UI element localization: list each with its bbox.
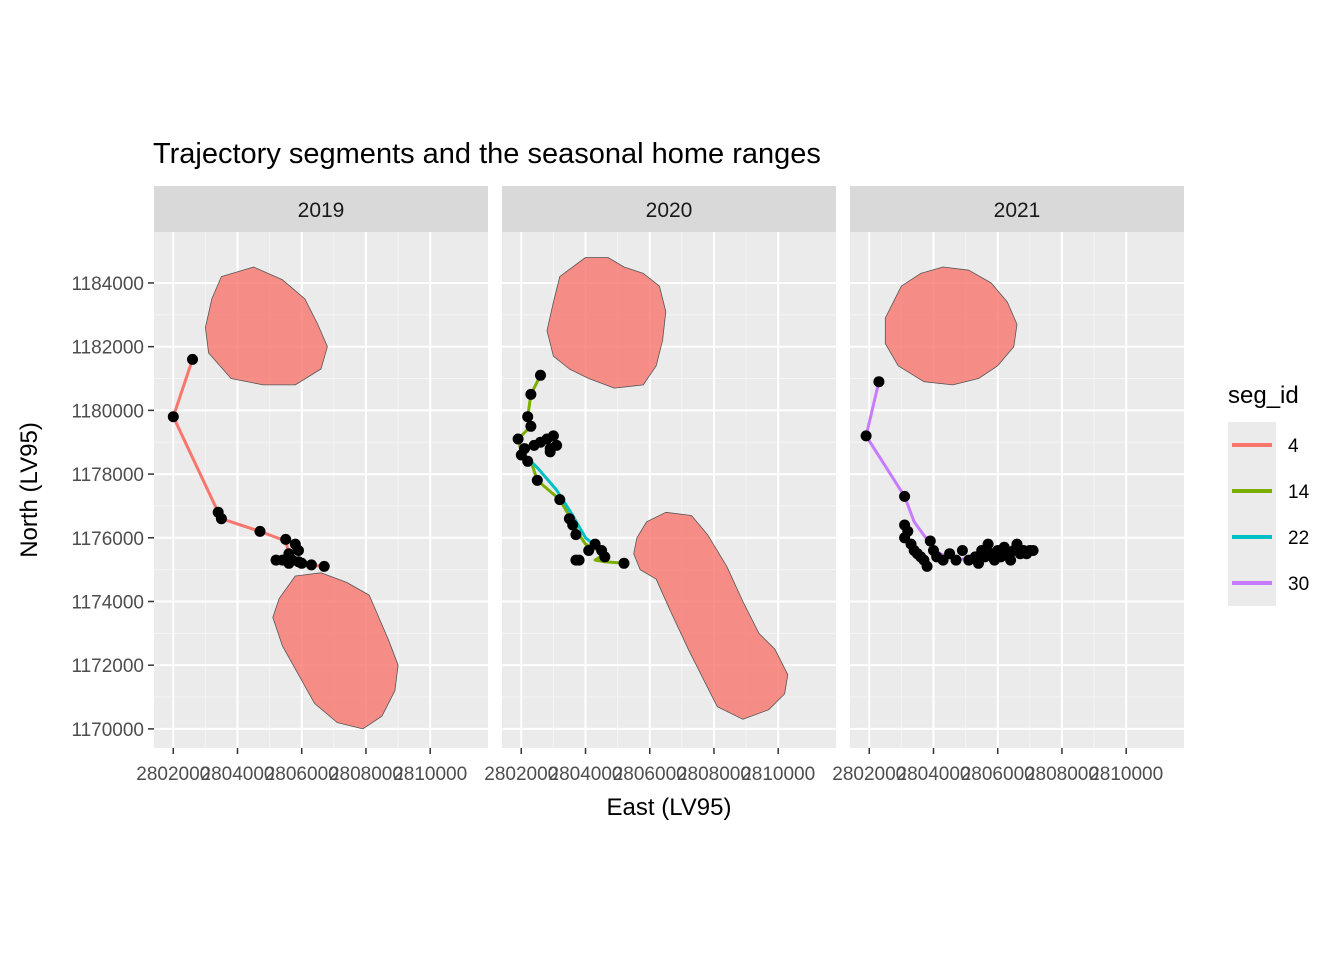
trajectory-point <box>525 420 537 432</box>
trajectory-point <box>860 430 872 442</box>
legend: seg_id 4 14 22 30 <box>1228 382 1310 606</box>
legend-items: 4 14 22 30 <box>1228 422 1310 606</box>
x-tick-label: 2802000 <box>136 764 210 785</box>
trajectory-point <box>187 353 198 365</box>
trajectory-point <box>1005 554 1017 566</box>
trajectory-point <box>570 554 582 566</box>
trajectory-point <box>950 554 962 566</box>
trajectory-point <box>280 533 292 545</box>
y-tick-label: 1174000 <box>71 592 144 613</box>
trajectory-point <box>296 557 308 569</box>
trajectory-point <box>956 545 968 556</box>
x-tick-label: 2810000 <box>741 764 815 785</box>
legend-item-label: 30 <box>1288 574 1309 595</box>
facet-strip <box>850 186 1184 232</box>
legend-item-label: 14 <box>1288 482 1310 503</box>
home-range-polygon <box>546 257 667 389</box>
facet-strip <box>154 186 488 232</box>
y-tick-label: 1170000 <box>71 720 144 741</box>
x-tick-label: 2802000 <box>832 764 906 785</box>
legend-title: seg_id <box>1228 382 1299 409</box>
facet-strip-label: 2020 <box>646 199 693 222</box>
trajectory-point <box>283 557 295 569</box>
trajectory-point <box>254 525 266 537</box>
home-range-polygon <box>884 266 1018 386</box>
facet-strip-label: 2021 <box>994 199 1041 222</box>
trajectory-point <box>544 446 556 458</box>
trajectory-point <box>547 430 559 442</box>
home-range-polygon <box>633 511 789 720</box>
x-tick-label: 2810000 <box>393 764 467 785</box>
legend-item-22: 22 <box>1228 514 1309 560</box>
y-tick-label: 1184000 <box>71 274 144 295</box>
trajectory-point <box>512 433 524 445</box>
y-tick-label: 1172000 <box>71 656 144 677</box>
trajectory-point <box>567 519 579 531</box>
trajectory-point <box>921 560 933 572</box>
trajectory-point <box>982 538 994 550</box>
y-tick-label: 1176000 <box>71 529 144 550</box>
trajectory-point <box>305 559 317 571</box>
x-tick-label: 2804000 <box>201 764 275 785</box>
x-tick-label: 2806000 <box>961 764 1035 785</box>
x-tick-label: 2808000 <box>677 764 751 785</box>
x-tick-label: 2808000 <box>1025 764 1099 785</box>
trajectory-point <box>554 494 566 506</box>
trajectory-point <box>899 490 911 502</box>
trajectory-point <box>924 535 936 547</box>
chart-title: Trajectory segments and the seasonal hom… <box>153 138 821 170</box>
trajectory-point <box>873 376 885 388</box>
x-tick-label: 2810000 <box>1089 764 1163 785</box>
x-tick-label: 2806000 <box>613 764 687 785</box>
y-tick-label: 1178000 <box>71 465 144 486</box>
facets: 2019280200028040002806000280800028100001… <box>71 186 1184 785</box>
legend-item-label: 4 <box>1288 436 1299 457</box>
trajectory-point <box>167 411 179 423</box>
trajectory-point <box>215 513 227 525</box>
trajectory-segment-22 <box>519 450 604 552</box>
trajectory-point <box>522 411 534 423</box>
trajectory-point <box>531 474 543 486</box>
legend-item-14: 14 <box>1228 468 1310 514</box>
home-range-polygon <box>272 572 399 730</box>
trajectory-point <box>570 529 582 541</box>
trajectory-point <box>525 388 537 400</box>
home-range-polygon <box>204 266 328 386</box>
trajectory-point <box>522 455 534 467</box>
y-tick-label: 1182000 <box>71 338 144 359</box>
facet-strip-label: 2019 <box>298 199 345 222</box>
y-tick-label: 1180000 <box>71 401 144 422</box>
legend-item-30: 30 <box>1228 560 1309 606</box>
x-tick-label: 2804000 <box>897 764 971 785</box>
trajectory-point <box>318 560 330 572</box>
trajectory-point <box>1027 545 1039 556</box>
legend-item-4: 4 <box>1228 422 1299 468</box>
trajectory-point <box>535 369 546 381</box>
x-tick-label: 2808000 <box>329 764 403 785</box>
x-tick-label: 2804000 <box>549 764 623 785</box>
trajectory-point <box>599 551 611 563</box>
x-tick-label: 2806000 <box>265 764 339 785</box>
legend-item-label: 22 <box>1288 528 1309 549</box>
y-axis-label: North (LV95) <box>16 422 43 558</box>
x-tick-label: 2802000 <box>484 764 558 785</box>
trajectory-point <box>293 545 304 556</box>
facet-strip <box>502 186 836 232</box>
trajectory-point <box>618 557 630 569</box>
x-axis-label: East (LV95) <box>607 794 732 821</box>
